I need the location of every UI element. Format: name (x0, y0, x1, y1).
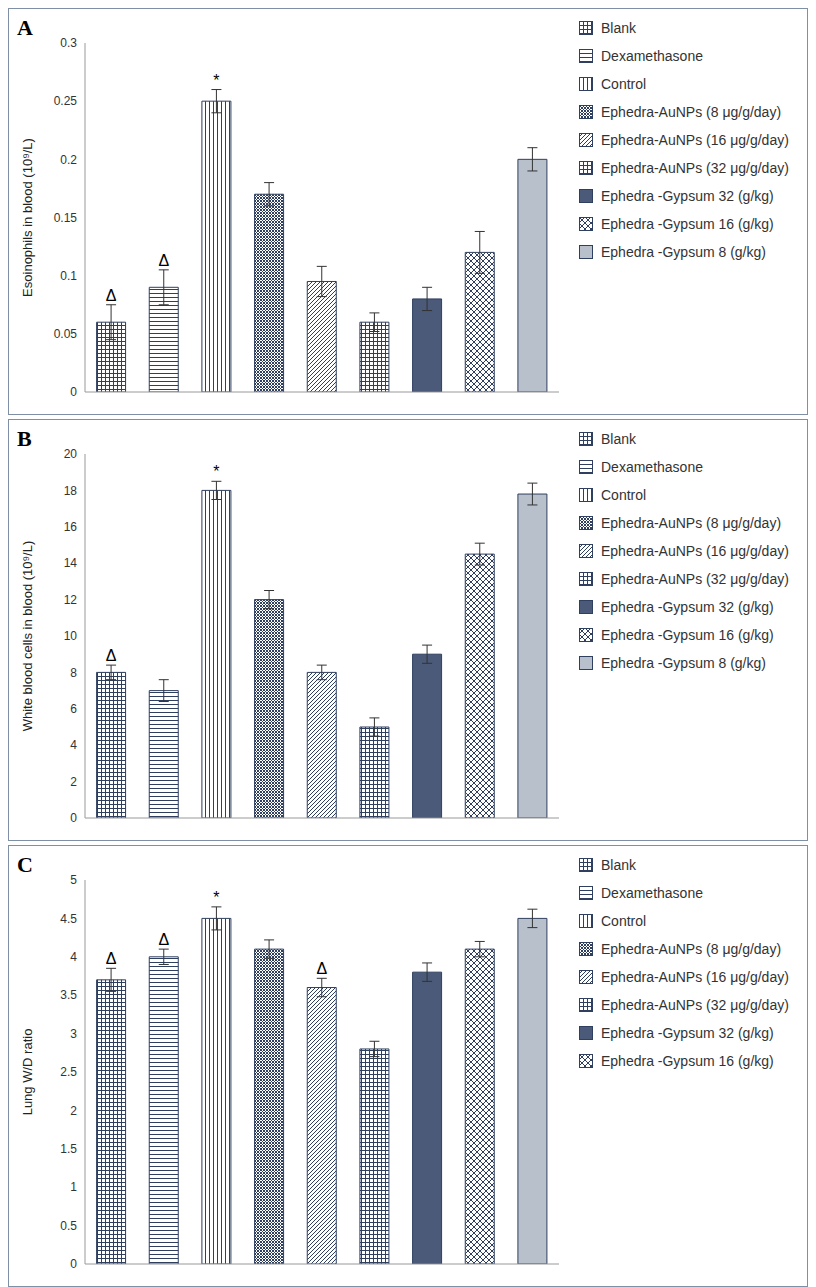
svg-text:0: 0 (70, 385, 77, 399)
svg-text:0.3: 0.3 (60, 36, 77, 50)
html-text:Ephedra -Gypsum 16 (g/kg): Ephedra -Gypsum 16 (g/kg) (601, 1053, 774, 1069)
svg-text:Esoinophils in blood (10⁹/L): Esoinophils in blood (10⁹/L) (20, 138, 35, 297)
html-text:Ephedra -Gypsum 32 (g/kg): Ephedra -Gypsum 32 (g/kg) (601, 188, 774, 204)
html-text:Ephedra-AuNPs (32 μg/g/day): Ephedra-AuNPs (32 μg/g/day) (601, 571, 789, 587)
svg-text:8: 8 (70, 666, 77, 680)
svg-text:5: 5 (70, 873, 77, 887)
html-text:Control: Control (601, 487, 647, 503)
html-text:Dexamethasone: Dexamethasone (601, 885, 703, 901)
svg-text:0: 0 (70, 1257, 77, 1271)
html-text:Ephedra -Gypsum 16 (g/kg): Ephedra -Gypsum 16 (g/kg) (601, 627, 774, 643)
svg-text:4.5: 4.5 (60, 912, 77, 926)
html-text:Ephedra-AuNPs (8 μg/g/day): Ephedra-AuNPs (8 μg/g/day) (601, 104, 781, 120)
html-text:Blank: Blank (601, 857, 636, 873)
svg-text:2: 2 (70, 775, 77, 789)
svg-text:4: 4 (70, 738, 77, 752)
html-text:Ephedra -Gypsum 8 (g/kg): Ephedra -Gypsum 8 (g/kg) (601, 655, 766, 671)
svg-text:0: 0 (70, 811, 77, 825)
svg-text:Δ: Δ (316, 960, 327, 977)
svg-text:2.5: 2.5 (60, 1065, 77, 1079)
svg-text:Δ: Δ (106, 287, 117, 304)
svg-text:3.5: 3.5 (60, 988, 77, 1002)
svg-text:18: 18 (64, 484, 78, 498)
svg-text:0.15: 0.15 (54, 211, 78, 225)
svg-text:Δ: Δ (106, 647, 117, 664)
html-text:Ephedra -Gypsum 32 (g/kg): Ephedra -Gypsum 32 (g/kg) (601, 599, 774, 615)
svg-text:3: 3 (70, 1027, 77, 1041)
html-text:B: B (17, 426, 32, 451)
svg-text:0.25: 0.25 (54, 94, 78, 108)
svg-text:14: 14 (64, 556, 78, 570)
html-text:Ephedra -Gypsum 16 (g/kg): Ephedra -Gypsum 16 (g/kg) (601, 216, 774, 232)
svg-text:0.2: 0.2 (60, 153, 77, 167)
svg-text:6: 6 (70, 702, 77, 716)
svg-text:12: 12 (64, 593, 78, 607)
svg-text:Δ: Δ (158, 252, 169, 269)
html-text:Ephedra -Gypsum 8 (g/kg): Ephedra -Gypsum 8 (g/kg) (601, 244, 766, 260)
svg-text:*: * (213, 72, 219, 89)
html-text:Ephedra-AuNPs (16 μg/g/day): Ephedra-AuNPs (16 μg/g/day) (601, 969, 789, 985)
html-text:Blank: Blank (601, 20, 636, 36)
html-text:Ephedra-AuNPs (8 μg/g/day): Ephedra-AuNPs (8 μg/g/day) (601, 515, 781, 531)
svg-text:Δ: Δ (106, 950, 117, 967)
html-text:Dexamethasone: Dexamethasone (601, 459, 703, 475)
html-text:Ephedra-AuNPs (32 μg/g/day): Ephedra-AuNPs (32 μg/g/day) (601, 160, 789, 176)
svg-text:Lung W/D ratio: Lung W/D ratio (20, 1029, 35, 1116)
html-text:C: C (17, 852, 33, 877)
svg-text:2: 2 (70, 1104, 77, 1118)
svg-text:4: 4 (70, 950, 77, 964)
svg-text:20: 20 (64, 447, 78, 461)
svg-text:16: 16 (64, 520, 78, 534)
svg-text:10: 10 (64, 629, 78, 643)
svg-text:1.5: 1.5 (60, 1142, 77, 1156)
html-text:Dexamethasone: Dexamethasone (601, 48, 703, 64)
html-text:Ephedra-AuNPs (8 μg/g/day): Ephedra-AuNPs (8 μg/g/day) (601, 941, 781, 957)
svg-text:0.05: 0.05 (54, 327, 78, 341)
svg-text:*: * (213, 889, 219, 906)
html-text:Ephedra-AuNPs (16 μg/g/day): Ephedra-AuNPs (16 μg/g/day) (601, 543, 789, 559)
svg-text:1: 1 (70, 1180, 77, 1194)
svg-text:Δ: Δ (158, 931, 169, 948)
svg-text:White blood cells in blood (10: White blood cells in blood (10⁹/L) (20, 541, 35, 732)
html-text:Blank: Blank (601, 431, 636, 447)
html-text:Control: Control (601, 76, 647, 92)
svg-text:0.5: 0.5 (60, 1219, 77, 1233)
svg-text:0.1: 0.1 (60, 269, 77, 283)
html-text:A: A (17, 15, 33, 40)
svg-text:*: * (213, 463, 219, 480)
html-text:Ephedra -Gypsum 32 (g/kg): Ephedra -Gypsum 32 (g/kg) (601, 1025, 774, 1041)
html-text:Ephedra-AuNPs (16 μg/g/day): Ephedra-AuNPs (16 μg/g/day) (601, 132, 789, 148)
html-text:Control: Control (601, 913, 647, 929)
html-text:Ephedra-AuNPs (32 μg/g/day): Ephedra-AuNPs (32 μg/g/day) (601, 997, 789, 1013)
